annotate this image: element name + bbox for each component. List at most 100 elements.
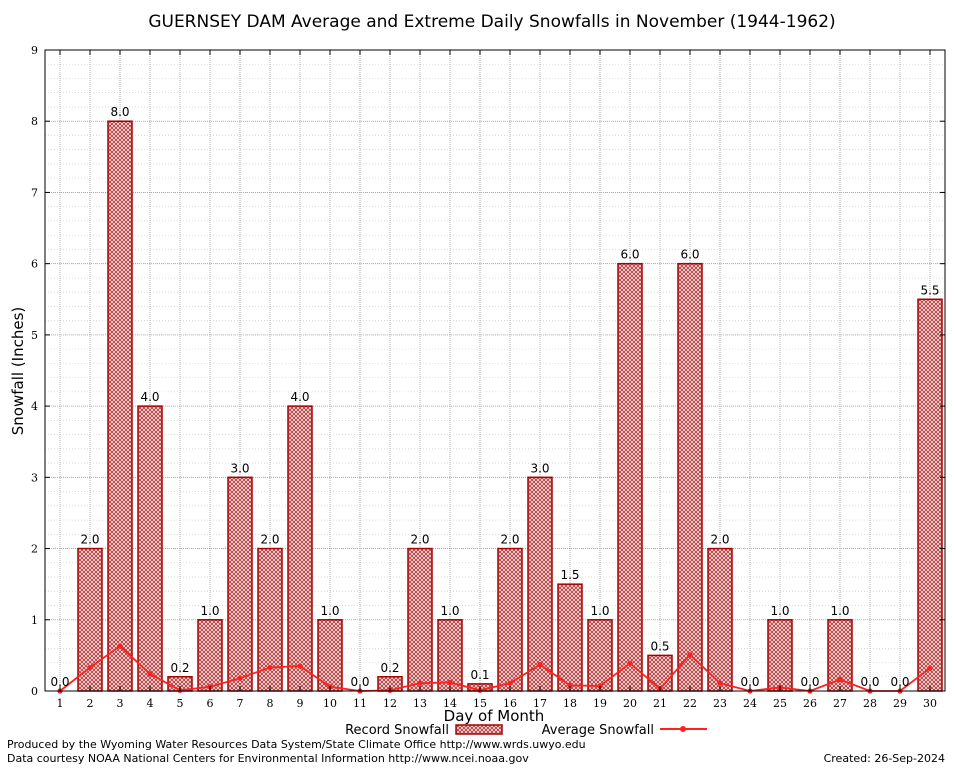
average-point-day-27 [837,677,843,683]
x-tick-label: 9 [297,697,304,710]
average-point-day-16 [507,680,513,686]
y-tick-label: 9 [31,44,38,57]
data-label-day-18: 1.5 [560,568,579,582]
x-tick-label: 28 [863,697,877,710]
data-label-day-13: 2.0 [410,533,429,547]
y-tick-label: 7 [31,186,38,199]
bar-day-4 [137,405,163,692]
grid [45,49,945,692]
y-tick-label: 1 [31,614,38,627]
x-tick-label: 29 [893,697,907,710]
bar-day-18 [557,583,583,692]
x-tick-label: 19 [593,697,607,710]
bar-day-14 [437,619,463,692]
x-tick-label: 10 [323,697,337,710]
data-label-day-3: 8.0 [110,105,129,119]
x-tick-label: 18 [563,697,577,710]
average-point-day-22 [687,652,693,658]
data-label-day-22: 6.0 [680,248,699,262]
data-label-day-26: 0.0 [800,675,819,689]
data-label-day-1: 0.0 [50,675,69,689]
legend: Record Snowfall Average Snowfall [345,723,707,738]
x-tick-label: 5 [177,697,184,710]
average-point-day-7 [237,675,243,681]
data-label-day-9: 4.0 [290,390,309,404]
average-point-day-9 [297,663,303,669]
y-axis-label: Snowfall (Inches) [9,307,27,435]
average-point-day-4 [147,671,153,677]
average-point-day-2 [87,664,93,671]
x-tick-label: 27 [833,697,847,710]
footer-credit-line2: Data courtesy NOAA National Centers for … [7,752,529,765]
data-label-day-25: 1.0 [770,604,789,618]
x-tick-label: 16 [503,697,517,710]
x-tick-label: 13 [413,697,427,710]
y-tick-label: 6 [31,258,38,271]
x-axis-label: Day of Month [444,707,545,725]
data-label-day-28: 0.0 [860,675,879,689]
average-point-day-13 [417,680,423,686]
x-tick-label: 17 [533,697,547,710]
footer-created: Created: 26-Sep-2024 [824,752,945,765]
average-point-day-3 [117,643,123,649]
bar-data-labels: 0.0 2.0 8.0 4.0 0.2 1.0 3.0 2.0 4.0 1.0 0.0 0.2 2.0 1… [50,105,939,689]
x-tick-label: 6 [207,697,214,710]
plot-frame [44,49,946,692]
average-point-day-20 [627,660,633,666]
x-tick-label: 20 [623,697,637,710]
data-label-day-30: 5.5 [920,283,939,297]
average-snowfall-polyline [59,644,931,692]
bar-day-30 [917,298,943,692]
x-tick-label: 25 [773,697,787,710]
x-tick-label: 22 [683,697,697,710]
data-label-day-10: 1.0 [320,604,339,618]
x-tick-label: 2 [87,697,94,710]
data-label-day-11: 0.0 [350,675,369,689]
bar-day-3 [107,120,133,692]
bar-day-9 [287,405,313,692]
data-label-day-8: 2.0 [260,533,279,547]
y-tick-label: 2 [31,543,38,556]
x-tick-label: 24 [743,697,757,710]
x-tick-label: 26 [803,697,817,710]
data-label-day-7: 3.0 [230,461,249,475]
x-tick-label: 1 [57,697,64,710]
data-label-day-14: 1.0 [440,604,459,618]
y-tick-label: 8 [31,115,38,128]
data-label-day-12: 0.2 [380,661,399,675]
legend-label-average: Average Snowfall [542,723,654,738]
data-label-day-6: 1.0 [200,604,219,618]
data-label-day-20: 6.0 [620,248,639,262]
y-tick-label: 0 [31,685,38,698]
bar-day-13 [407,547,433,692]
x-tick-label: 7 [237,697,244,710]
average-snowfall-line [57,643,933,694]
legend-swatch-record [455,724,503,735]
data-label-day-17: 3.0 [530,461,549,475]
bar-day-22 [677,262,703,692]
bar-day-20 [617,262,643,692]
chart-title: GUERNSEY DAM Average and Extreme Daily S… [148,12,835,32]
legend-marker-average [680,726,686,732]
x-tick-label: 3 [117,697,124,710]
x-tick-label: 15 [473,697,487,710]
data-label-day-21: 0.5 [650,639,669,653]
average-point-day-14 [447,679,453,686]
average-point-day-18 [567,682,573,688]
average-point-day-8 [267,664,273,671]
average-point-day-30 [927,665,933,671]
x-tick-label: 12 [383,697,397,710]
x-tick-label: 11 [353,697,367,710]
x-tick-label: 21 [653,697,667,710]
data-label-day-16: 2.0 [500,533,519,547]
data-label-day-15: 0.1 [470,668,489,682]
bar-day-7 [227,476,253,692]
y-tick-label: 3 [31,471,38,484]
data-label-day-29: 0.0 [890,675,909,689]
data-label-day-5: 0.2 [170,661,189,675]
footer-credit-line1: Produced by the Wyoming Water Resources … [7,738,586,751]
x-tick-label: 14 [443,697,457,710]
bar-day-17 [527,476,553,692]
